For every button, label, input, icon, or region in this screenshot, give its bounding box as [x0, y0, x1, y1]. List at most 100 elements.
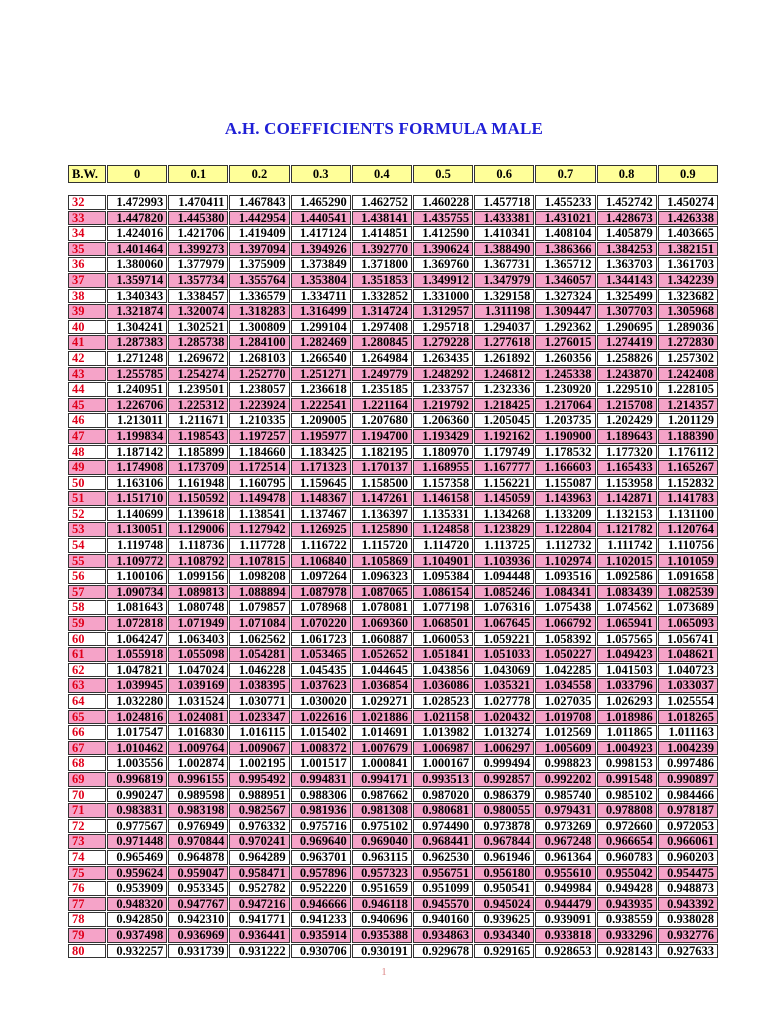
coefficient-cell: 0.941233	[290, 912, 351, 927]
coefficient-cell: 1.152832	[657, 475, 718, 491]
coefficient-cell: 1.136397	[351, 506, 412, 522]
table-row: 69 0.996819 0.996155 0.995492 0.994831 0.9941…	[68, 771, 718, 787]
coefficient-cell: 1.269672	[168, 350, 229, 366]
coefficient-cell: 1.139618	[168, 506, 229, 522]
coefficient-cell: 0.988306	[290, 787, 351, 803]
coefficient-cell: 1.276015	[535, 335, 596, 350]
coefficient-cell: 1.017547	[107, 725, 168, 740]
body-weight-cell: 49	[68, 460, 106, 475]
coefficient-cell: 1.334711	[290, 288, 351, 304]
coefficient-cell: 1.417124	[290, 226, 351, 241]
coefficient-cell: 0.931222	[229, 943, 290, 959]
coefficient-cell: 1.131100	[657, 506, 718, 522]
coefficient-cell: 1.450274	[657, 195, 718, 210]
coefficient-cell: 1.399273	[168, 241, 229, 257]
coefficient-cell: 1.166603	[535, 460, 596, 475]
coefficient-cell: 0.942850	[107, 912, 168, 927]
coefficient-cell: 1.027778	[474, 694, 535, 709]
coefficients-table-header: B.W. 0 0.1 0.2 0.3 0.4 0.5 0.6 0.7 0.8 0.9	[67, 164, 719, 184]
coefficient-cell: 1.047024	[168, 662, 229, 678]
coefficient-cell: 0.992202	[535, 771, 596, 787]
coefficient-cell: 1.331000	[412, 288, 474, 304]
coefficient-cell: 1.127942	[229, 522, 290, 538]
table-row: 41 1.287383 1.285738 1.284100 1.282469 1.2808…	[68, 335, 718, 350]
coefficient-cell: 1.111742	[596, 538, 657, 553]
coefficient-cell: 1.421706	[168, 226, 229, 241]
coefficient-cell: 1.292362	[535, 319, 596, 335]
coefficient-cell: 1.158500	[351, 475, 412, 491]
body-weight-cell: 46	[68, 413, 106, 428]
table-row: 79 0.937498 0.936969 0.936441 0.935914 0.9353…	[68, 927, 718, 943]
coefficient-cell: 0.981308	[351, 803, 412, 818]
coefficient-cell: 0.985102	[596, 787, 657, 803]
table-row: 45 1.226706 1.225312 1.223924 1.222541 1.2211…	[68, 397, 718, 413]
coefficient-cell: 0.931739	[168, 943, 229, 959]
table-row: 38 1.340343 1.338457 1.336579 1.334711 1.3328…	[68, 288, 718, 304]
coefficient-cell: 1.251271	[290, 366, 351, 382]
coefficient-cell: 1.188390	[657, 428, 718, 444]
coefficient-cell: 0.982567	[229, 803, 290, 818]
coefficient-cell: 1.394926	[290, 241, 351, 257]
coefficient-cell: 1.403665	[657, 226, 718, 241]
coefficient-cell: 1.233757	[412, 382, 474, 397]
table-body: 32 1.472993 1.470411 1.467843 1.465290 1.4627…	[68, 195, 718, 959]
coefficient-cell: 1.184660	[229, 444, 290, 460]
coefficient-cell: 1.148367	[290, 491, 351, 506]
coefficient-cell: 1.035321	[474, 678, 535, 693]
coefficient-cell: 1.072818	[107, 616, 168, 631]
coefficient-cell: 1.021158	[412, 709, 474, 725]
coefficient-cell: 1.022616	[290, 709, 351, 725]
coefficient-cell: 1.268103	[229, 350, 290, 366]
coefficient-cell: 1.002195	[229, 756, 290, 771]
coefficient-cell: 1.105869	[351, 553, 412, 569]
coefficient-cell: 1.068501	[412, 616, 474, 631]
coefficient-cell: 1.096323	[351, 569, 412, 584]
coefficient-cell: 1.223924	[229, 397, 290, 413]
coefficient-cell: 1.030771	[229, 694, 290, 709]
coefficient-cell: 1.261892	[474, 350, 535, 366]
body-weight-cell: 36	[68, 257, 106, 272]
coefficient-cell: 1.228105	[657, 382, 718, 397]
coefficient-cell: 1.397094	[229, 241, 290, 257]
coefficient-cell: 1.145059	[474, 491, 535, 506]
coefficient-cell: 1.171323	[290, 460, 351, 475]
coefficient-cell: 1.104901	[412, 553, 474, 569]
coefficient-cell: 1.390624	[412, 241, 474, 257]
coefficient-cell: 1.305968	[657, 304, 718, 319]
coefficient-cell: 0.972053	[657, 818, 718, 834]
coefficient-cell: 1.021886	[351, 709, 412, 725]
coefficient-cell: 1.029271	[351, 694, 412, 709]
coefficient-cell: 1.036086	[412, 678, 474, 693]
coefficient-cell: 0.971448	[107, 834, 168, 849]
column-header: 0.1	[168, 165, 229, 183]
coefficient-cell: 1.150592	[168, 491, 229, 506]
coefficient-cell: 1.061723	[290, 631, 351, 647]
coefficient-cell: 1.347979	[474, 272, 535, 288]
body-weight-cell: 65	[68, 709, 106, 725]
coefficient-cell: 1.462752	[351, 195, 412, 210]
coefficient-cell: 1.254274	[168, 366, 229, 382]
coefficient-cell: 1.040723	[657, 662, 718, 678]
coefficient-cell: 1.190900	[535, 428, 596, 444]
body-weight-cell: 33	[68, 210, 106, 226]
coefficient-cell: 1.206360	[412, 413, 474, 428]
coefficient-cell: 1.062562	[229, 631, 290, 647]
coefficient-cell: 1.240951	[107, 382, 168, 397]
coefficient-cell: 1.289036	[657, 319, 718, 335]
coefficient-cell: 0.978808	[596, 803, 657, 818]
coefficient-cell: 1.027035	[535, 694, 596, 709]
coefficient-cell: 1.033037	[657, 678, 718, 693]
coefficient-cell: 1.008372	[290, 740, 351, 756]
coefficient-cell: 1.363703	[596, 257, 657, 272]
coefficient-cell: 1.089813	[168, 584, 229, 600]
coefficient-cell: 1.314724	[351, 304, 412, 319]
table-row: 53 1.130051 1.129006 1.127942 1.126925 1.1258…	[68, 522, 718, 538]
coefficient-cell: 1.242408	[657, 366, 718, 382]
coefficient-cell: 1.239501	[168, 382, 229, 397]
coefficient-cell: 1.311198	[474, 304, 535, 319]
coefficient-cell: 0.947767	[168, 896, 229, 912]
coefficient-cell: 1.134268	[474, 506, 535, 522]
coefficient-cell: 1.135331	[412, 506, 474, 522]
coefficient-cell: 1.452742	[596, 195, 657, 210]
coefficient-cell: 1.020432	[474, 709, 535, 725]
